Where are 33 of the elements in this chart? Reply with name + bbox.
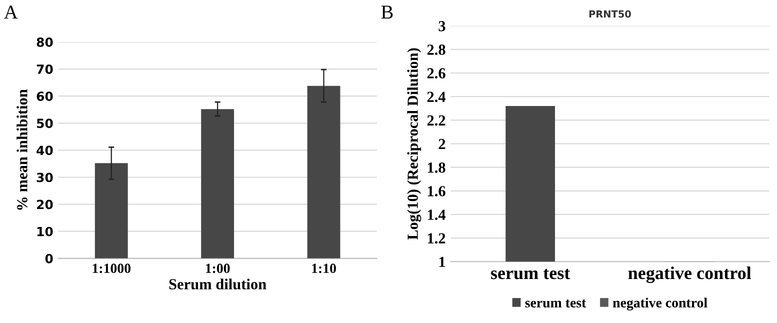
chart-title: PRNT50	[589, 10, 631, 18]
y-tick-label: 30	[36, 172, 53, 182]
y-tick-label: 40	[36, 146, 53, 156]
x-tick-label: 1:10	[312, 264, 336, 274]
text: B	[381, 6, 393, 19]
y-axis-title: Log(10) (Reciprocal Dilution)	[407, 48, 422, 240]
text: A	[4, 6, 18, 18]
y-tick-label: 1	[439, 256, 446, 267]
y-axis-title: % mean inhibition	[16, 89, 28, 210]
y-tick-label: 2.8	[427, 44, 446, 55]
x-tick-label: negative control	[628, 266, 752, 284]
x-axis-title: Serum dilution	[169, 278, 266, 290]
y-tick-label: 60	[36, 92, 53, 102]
y-tick-label: 2.2	[427, 115, 446, 126]
y-tick-label: 1.6	[428, 186, 446, 196]
y-tick-label: 2.6	[427, 68, 446, 79]
y-tick-label: 1.8	[428, 162, 446, 173]
legend-label: negative control	[612, 298, 708, 310]
x-tick-label: 1:00	[206, 264, 230, 274]
y-tick-label: 1.4	[428, 210, 446, 220]
y-tick-label: 0	[45, 254, 53, 264]
y-tick-label: 2	[438, 138, 446, 150]
legend-label: serum test	[525, 300, 586, 308]
x-tick-label: 1:1000	[92, 264, 131, 274]
y-tick-label: 1.2	[428, 233, 446, 244]
y-tick-label: 2.4	[427, 92, 446, 102]
y-tick-label: 10	[37, 226, 53, 236]
y-tick-label: 3	[438, 21, 446, 32]
y-tick-label: 50	[36, 118, 53, 128]
y-tick-label: 80	[36, 37, 53, 47]
y-tick-label: 70	[36, 64, 53, 74]
y-tick-label: 20	[37, 200, 53, 210]
x-tick-label: serum test	[490, 268, 570, 280]
